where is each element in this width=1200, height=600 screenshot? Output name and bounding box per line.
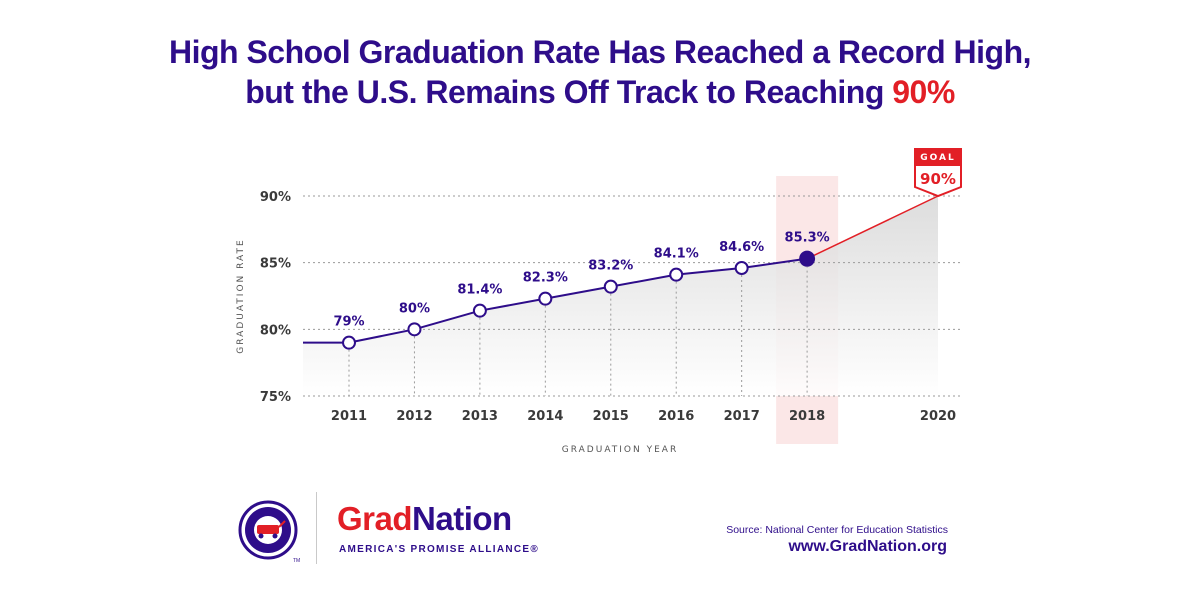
brand-grad: Grad	[337, 500, 413, 537]
x-tick-label: 2020	[920, 409, 956, 424]
goal-label: GOAL	[920, 153, 956, 163]
brand-nation: Nation	[412, 500, 512, 537]
x-tick-label: 2016	[658, 409, 694, 424]
data-label: 85.3%	[785, 231, 830, 246]
svg-text:TM: TM	[293, 558, 300, 564]
goal-value: 90%	[920, 170, 956, 188]
goal-projection-line	[806, 195, 939, 260]
chart-title-line-2: but the U.S. Remains Off Track to Reachi…	[0, 74, 1200, 111]
footer-divider	[316, 492, 317, 564]
data-point	[407, 322, 422, 337]
data-point	[472, 303, 487, 318]
americas-promise-seal-logo: TM	[238, 500, 300, 564]
y-axis-title: GRADUATION RATE	[236, 238, 246, 353]
data-label: 83.2%	[588, 259, 633, 274]
x-tick-label: 2014	[527, 409, 563, 424]
data-label: 79%	[333, 315, 364, 330]
data-label: 84.6%	[719, 240, 764, 255]
data-point	[538, 291, 553, 306]
area-fill	[303, 196, 938, 396]
y-tick-label: 75%	[260, 390, 291, 405]
source-note: Source: National Center for Education St…	[726, 524, 948, 536]
line-chart: 75% 80% 85% 90% 2011 2012 2013 2014 2015 2016 2017…	[236, 148, 962, 455]
chart-title-line-2-text: but the U.S. Remains Off Track to Reachi…	[245, 74, 893, 110]
x-tick-label: 2011	[331, 409, 367, 424]
goal-badge-header	[914, 148, 962, 165]
y-tick-label: 85%	[260, 257, 291, 272]
data-point	[734, 261, 749, 275]
x-tick-label: 2013	[462, 409, 498, 424]
data-label: 81.4%	[457, 283, 502, 298]
brand-tagline: AMERICA'S PROMISE ALLIANCE®	[339, 544, 540, 555]
gradnation-logo: GradNation	[337, 500, 512, 538]
x-tick-label: 2017	[724, 409, 760, 424]
data-point	[799, 250, 816, 267]
y-tick-label: 80%	[260, 323, 291, 338]
goal-badge-body	[914, 164, 962, 198]
chart-title-accent: 90%	[892, 74, 955, 110]
data-point	[342, 335, 356, 350]
x-tick-label: 2015	[593, 409, 629, 424]
data-label: 84.1%	[654, 247, 699, 262]
x-axis-title: GRADUATION YEAR	[562, 445, 678, 455]
x-tick-label: 2012	[396, 409, 432, 424]
website-link[interactable]: www.GradNation.org	[788, 538, 947, 555]
data-label: 80%	[399, 301, 430, 316]
data-point	[603, 279, 618, 294]
chart-title-line-1: High School Graduation Rate Has Reached …	[168, 34, 1032, 70]
data-point	[669, 267, 684, 282]
data-label: 82.3%	[523, 271, 568, 286]
y-tick-label: 90%	[260, 190, 291, 205]
x-tick-label: 2018	[789, 409, 825, 424]
